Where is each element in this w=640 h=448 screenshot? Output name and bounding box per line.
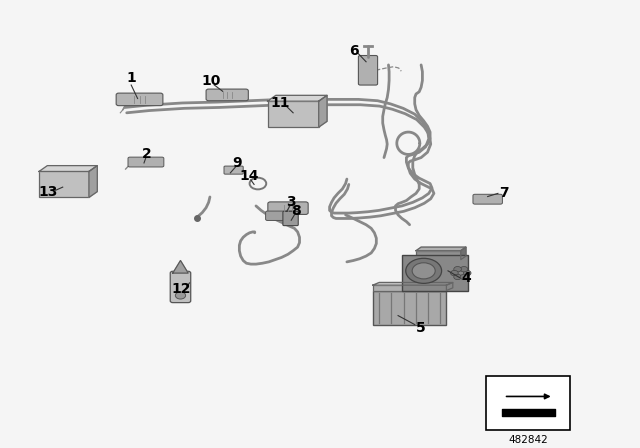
Text: 8: 8: [291, 204, 301, 218]
Text: 13: 13: [38, 185, 58, 199]
Circle shape: [175, 292, 186, 299]
Polygon shape: [461, 247, 466, 260]
Bar: [372, 291, 447, 325]
Text: 3: 3: [286, 195, 296, 209]
Text: 5: 5: [416, 321, 426, 335]
FancyBboxPatch shape: [266, 211, 295, 220]
FancyBboxPatch shape: [283, 211, 298, 226]
Bar: [39, 172, 89, 198]
Circle shape: [460, 267, 468, 272]
Text: 10: 10: [202, 73, 221, 87]
FancyBboxPatch shape: [224, 166, 243, 174]
Circle shape: [406, 258, 442, 284]
Text: 11: 11: [271, 96, 290, 110]
Text: 2: 2: [142, 147, 152, 161]
Text: 9: 9: [232, 156, 242, 170]
Text: 4: 4: [461, 271, 471, 284]
FancyBboxPatch shape: [116, 93, 163, 106]
Circle shape: [412, 263, 435, 279]
Polygon shape: [268, 95, 327, 101]
FancyBboxPatch shape: [268, 202, 308, 215]
Text: 1: 1: [126, 71, 136, 85]
Circle shape: [460, 274, 468, 280]
FancyBboxPatch shape: [128, 157, 164, 167]
FancyBboxPatch shape: [358, 56, 378, 85]
Polygon shape: [447, 283, 453, 291]
Polygon shape: [319, 95, 327, 127]
Polygon shape: [416, 247, 466, 251]
Bar: [268, 101, 319, 127]
Bar: [486, 376, 570, 430]
Text: 6: 6: [349, 43, 359, 58]
Bar: [372, 285, 447, 291]
Polygon shape: [89, 166, 97, 198]
Text: 14: 14: [240, 169, 259, 183]
Circle shape: [454, 274, 461, 280]
Polygon shape: [173, 261, 188, 273]
Text: 7: 7: [499, 186, 509, 200]
Bar: [402, 255, 468, 291]
Circle shape: [454, 267, 461, 272]
Polygon shape: [372, 283, 453, 285]
FancyBboxPatch shape: [206, 89, 248, 101]
Circle shape: [451, 271, 458, 276]
Bar: [416, 251, 461, 260]
Polygon shape: [39, 166, 97, 172]
Text: 12: 12: [172, 282, 191, 296]
FancyBboxPatch shape: [473, 194, 502, 204]
Text: 482842: 482842: [508, 435, 548, 445]
Circle shape: [463, 271, 471, 276]
FancyBboxPatch shape: [170, 271, 191, 302]
